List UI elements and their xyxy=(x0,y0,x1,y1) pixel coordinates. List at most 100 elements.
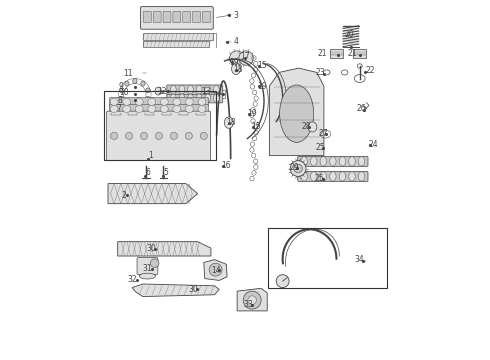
Circle shape xyxy=(111,132,118,139)
Ellipse shape xyxy=(186,105,194,113)
Ellipse shape xyxy=(141,81,145,86)
Ellipse shape xyxy=(171,94,176,103)
Text: 12: 12 xyxy=(157,86,167,95)
Circle shape xyxy=(141,132,147,139)
Ellipse shape xyxy=(146,88,150,93)
FancyBboxPatch shape xyxy=(153,11,161,23)
Text: 33: 33 xyxy=(243,300,253,309)
Text: 15: 15 xyxy=(251,122,261,131)
Text: 8: 8 xyxy=(118,96,122,105)
Text: 21: 21 xyxy=(318,49,327,58)
Ellipse shape xyxy=(320,172,326,181)
Text: 13: 13 xyxy=(201,86,210,95)
FancyBboxPatch shape xyxy=(173,11,181,23)
Ellipse shape xyxy=(179,85,185,94)
Ellipse shape xyxy=(205,85,211,94)
Text: 11: 11 xyxy=(123,69,133,78)
Text: 18: 18 xyxy=(226,118,236,127)
FancyBboxPatch shape xyxy=(107,111,211,161)
Text: 27: 27 xyxy=(318,129,328,138)
Ellipse shape xyxy=(133,78,137,84)
Text: 19: 19 xyxy=(257,82,267,91)
Text: 31: 31 xyxy=(143,265,152,274)
Ellipse shape xyxy=(358,157,365,166)
Ellipse shape xyxy=(139,273,155,279)
Text: 10: 10 xyxy=(120,88,129,97)
Circle shape xyxy=(239,51,253,65)
FancyBboxPatch shape xyxy=(193,11,200,23)
Text: 1: 1 xyxy=(148,151,153,160)
Ellipse shape xyxy=(330,157,336,166)
Ellipse shape xyxy=(160,98,168,105)
Text: 25: 25 xyxy=(316,143,325,152)
Text: 5: 5 xyxy=(163,168,168,177)
Ellipse shape xyxy=(125,81,129,86)
Ellipse shape xyxy=(110,98,118,105)
Ellipse shape xyxy=(198,105,206,113)
Text: 34: 34 xyxy=(354,255,364,264)
Ellipse shape xyxy=(301,172,307,181)
Polygon shape xyxy=(118,242,211,256)
FancyBboxPatch shape xyxy=(298,171,368,181)
FancyBboxPatch shape xyxy=(183,11,191,23)
Ellipse shape xyxy=(198,98,206,105)
Ellipse shape xyxy=(122,105,131,113)
Circle shape xyxy=(243,291,261,309)
Ellipse shape xyxy=(122,98,131,105)
FancyBboxPatch shape xyxy=(141,6,213,29)
Text: 29: 29 xyxy=(290,163,299,172)
Ellipse shape xyxy=(330,172,336,181)
Text: 19: 19 xyxy=(229,58,238,67)
Text: 30: 30 xyxy=(188,285,198,294)
Circle shape xyxy=(290,161,306,176)
Circle shape xyxy=(294,164,302,173)
Bar xyxy=(143,41,209,47)
Circle shape xyxy=(155,132,163,139)
Ellipse shape xyxy=(232,63,241,75)
Ellipse shape xyxy=(135,98,143,105)
Ellipse shape xyxy=(173,98,181,105)
Text: 25: 25 xyxy=(315,174,324,183)
Ellipse shape xyxy=(141,103,145,108)
Ellipse shape xyxy=(146,96,150,102)
FancyBboxPatch shape xyxy=(144,11,151,23)
Ellipse shape xyxy=(196,85,202,94)
Bar xyxy=(104,91,216,160)
Ellipse shape xyxy=(188,94,194,103)
Ellipse shape xyxy=(205,94,211,103)
Ellipse shape xyxy=(110,105,118,113)
Ellipse shape xyxy=(188,85,194,94)
Bar xyxy=(330,49,343,58)
Text: 17: 17 xyxy=(240,53,250,62)
Ellipse shape xyxy=(301,157,307,166)
Ellipse shape xyxy=(214,85,219,94)
Text: 24: 24 xyxy=(368,140,378,149)
FancyBboxPatch shape xyxy=(109,98,208,106)
Circle shape xyxy=(276,275,289,288)
Ellipse shape xyxy=(349,157,355,166)
Text: 21: 21 xyxy=(348,49,357,58)
Circle shape xyxy=(209,263,222,276)
Text: 18: 18 xyxy=(233,65,243,74)
Polygon shape xyxy=(237,288,267,311)
Text: 4: 4 xyxy=(234,37,239,46)
Ellipse shape xyxy=(339,172,345,181)
Ellipse shape xyxy=(148,98,156,105)
Ellipse shape xyxy=(125,103,129,108)
Text: 22: 22 xyxy=(365,66,374,75)
Text: 26: 26 xyxy=(357,104,367,113)
Circle shape xyxy=(230,51,244,65)
Circle shape xyxy=(171,132,177,139)
Text: 14: 14 xyxy=(211,266,220,275)
Circle shape xyxy=(150,259,159,267)
Bar xyxy=(353,49,366,58)
Circle shape xyxy=(248,296,256,305)
Ellipse shape xyxy=(358,172,365,181)
Circle shape xyxy=(185,132,193,139)
Text: 30: 30 xyxy=(146,244,156,253)
Ellipse shape xyxy=(171,85,176,94)
Text: 15: 15 xyxy=(257,62,267,71)
Text: 16: 16 xyxy=(221,161,231,170)
Text: 28: 28 xyxy=(301,122,311,131)
Text: 2: 2 xyxy=(122,190,126,199)
